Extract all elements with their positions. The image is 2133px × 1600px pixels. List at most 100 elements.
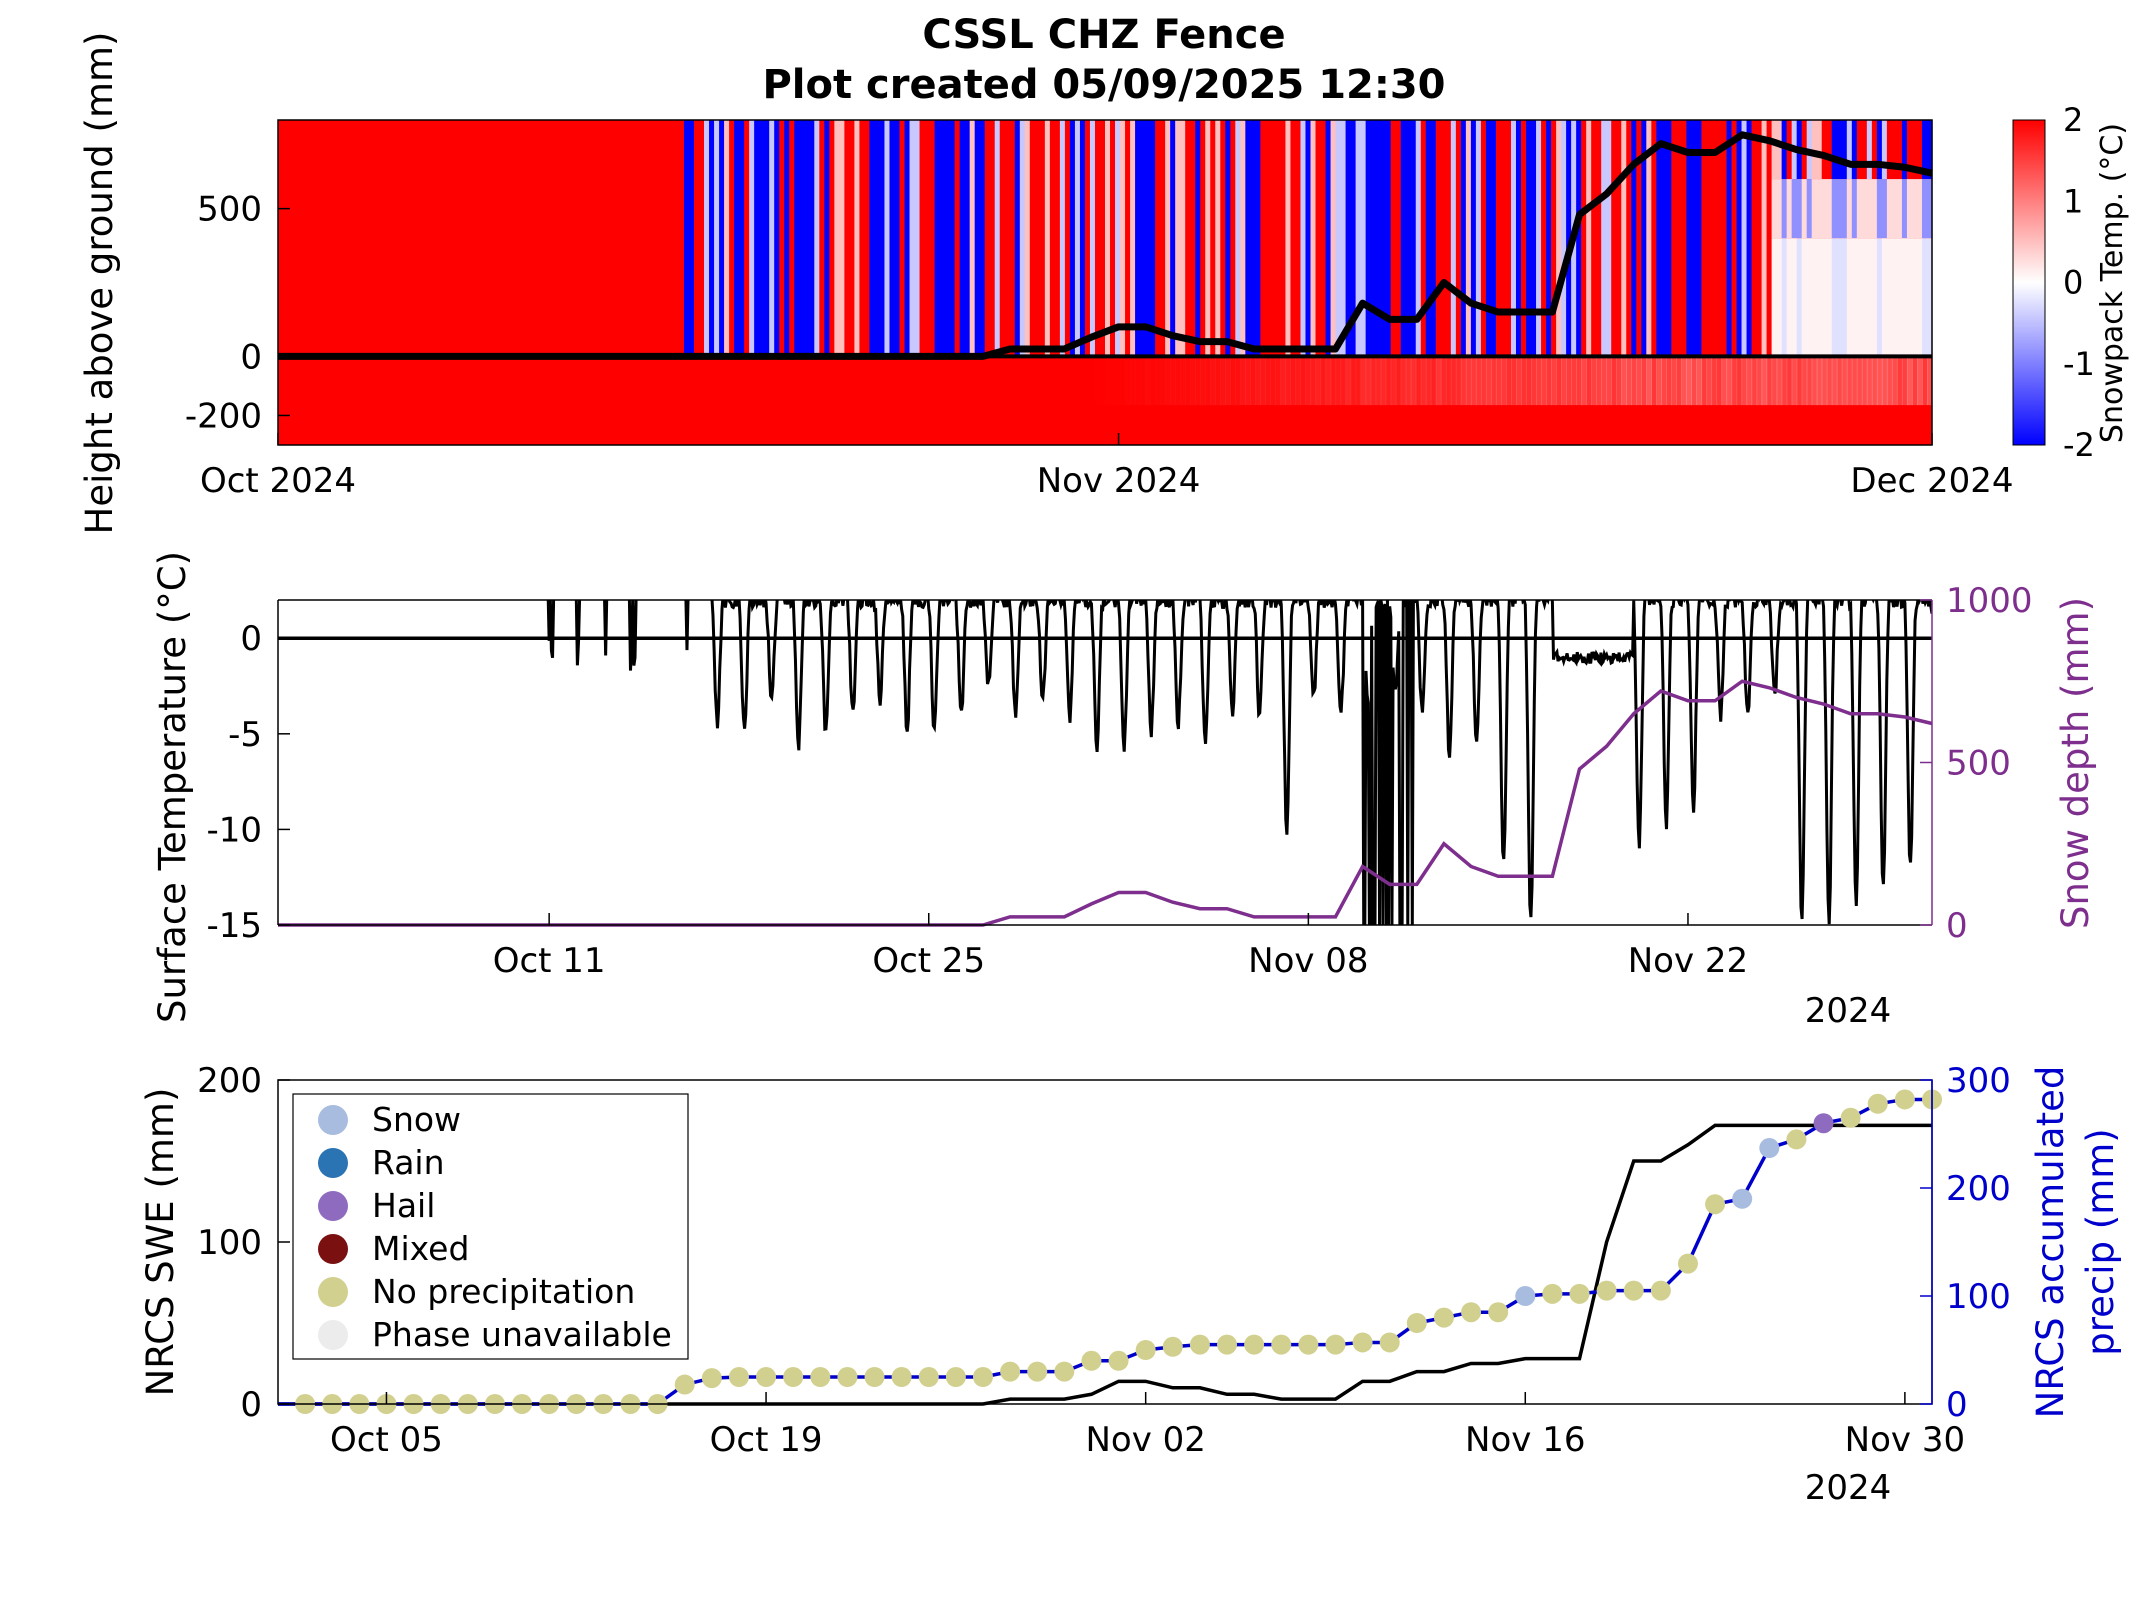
heatmap-cell	[1696, 120, 1703, 357]
heatmap-cell	[1100, 356, 1106, 405]
heatmap-cell	[1676, 120, 1682, 357]
x-tick-label: Nov 02	[1085, 1420, 1205, 1460]
heatmap-cell	[954, 120, 961, 357]
heatmap-cell	[1089, 120, 1096, 357]
heatmap-cell	[764, 120, 770, 357]
heatmap-cell	[774, 120, 780, 357]
heatmap-cell	[1340, 120, 1347, 357]
heatmap-cell	[1876, 120, 1883, 180]
heatmap-cell	[1210, 120, 1216, 357]
precip-phase-point	[1189, 1334, 1210, 1355]
heatmap-cell	[729, 120, 735, 357]
precip-phase-point	[1461, 1302, 1482, 1323]
heatmap-cell	[1280, 120, 1287, 357]
heatmap-cell	[1485, 356, 1492, 406]
heatmap-cell	[1110, 356, 1116, 405]
heatmap-cell	[1646, 356, 1652, 406]
heatmap-cell	[1170, 120, 1176, 357]
heatmap-cell	[1606, 120, 1612, 357]
heatmap-cell	[1711, 120, 1718, 357]
heatmap-cell	[1926, 179, 1933, 239]
heatmap-cell	[904, 120, 911, 357]
heatmap-cell	[1135, 356, 1141, 405]
precip-phase-point	[1596, 1280, 1617, 1301]
heatmap-cell	[1150, 120, 1156, 357]
heatmap-cell	[1460, 356, 1467, 406]
heatmap-cell	[1781, 238, 1788, 357]
heatmap-cell	[1896, 179, 1903, 239]
heatmap-cell	[1566, 356, 1572, 406]
precip-phase-point	[1623, 1280, 1644, 1301]
heatmap-cell	[1826, 179, 1833, 239]
heatmap-cell	[1094, 120, 1101, 357]
heatmap-cell	[1926, 120, 1933, 180]
heatmap-cell	[1796, 356, 1803, 406]
heatmap-cell	[1561, 120, 1567, 357]
precip-phase-point	[1135, 1340, 1156, 1360]
heatmap-cell	[1821, 179, 1828, 239]
year-label: 2024	[1805, 1468, 1892, 1508]
heatmap-cell	[1771, 179, 1778, 239]
precip-phase-point	[1217, 1334, 1238, 1355]
heatmap-cell	[1626, 120, 1632, 357]
heatmap-cell	[1551, 120, 1557, 357]
heatmap-cell	[1190, 356, 1196, 406]
heatmap-cell	[1711, 356, 1718, 406]
heatmap-cell	[839, 120, 845, 357]
legend-label: Mixed	[372, 1229, 469, 1268]
y2-axis-label-line2: precip (mm)	[2079, 1128, 2122, 1355]
heatmap-cell	[1816, 120, 1823, 180]
heatmap-cell	[1636, 356, 1642, 406]
y2-axis-label: Snow depth (mm)	[2054, 597, 2097, 929]
precip-phase-point	[1867, 1093, 1888, 1114]
colorbar-label: Snowpack Temp. (°C)	[2095, 123, 2130, 443]
heatmap-cell	[1270, 356, 1277, 406]
heatmap-cell	[1841, 356, 1848, 406]
y2-tick-label: 200	[1946, 1169, 2011, 1209]
heatmap-cell	[1566, 120, 1572, 357]
heatmap-cell	[1846, 238, 1853, 357]
x-tick-label: Nov 08	[1248, 941, 1368, 981]
heatmap-cell	[1716, 356, 1723, 406]
heatmap-cell	[1160, 356, 1166, 405]
heatmap-cell	[1906, 238, 1913, 357]
legend-marker	[318, 1320, 348, 1350]
heatmap-cell	[1395, 356, 1402, 406]
heatmap-cell	[1706, 356, 1713, 406]
heatmap-cell	[1360, 356, 1367, 406]
heatmap-cell	[1576, 356, 1582, 406]
heatmap-cell	[1495, 356, 1502, 406]
heatmap-cell	[1691, 120, 1698, 357]
heatmap-cell	[1701, 356, 1708, 406]
heatmap-cell	[1901, 120, 1908, 180]
heatmap-cell	[1826, 120, 1833, 180]
heatmap-cell	[1751, 356, 1758, 406]
heatmap-cell	[1661, 356, 1667, 406]
precip-phase-point	[1840, 1107, 1861, 1128]
heatmap-cell	[1074, 120, 1081, 357]
heatmap-cell	[1856, 238, 1863, 357]
heatmap-cell	[1601, 356, 1607, 406]
heatmap-cell	[1861, 120, 1868, 180]
heatmap-cell	[779, 120, 785, 357]
heatmap-cell	[804, 120, 810, 357]
heatmap-cell	[1190, 120, 1196, 357]
heatmap-cell	[1821, 238, 1828, 357]
y-tick-label: 0	[240, 1385, 262, 1425]
heatmap-cell	[1140, 356, 1146, 405]
heatmap-cell	[1861, 179, 1868, 239]
heatmap-cell	[1049, 120, 1056, 357]
heatmap-cell	[1881, 120, 1888, 180]
heatmap-cell	[1786, 356, 1793, 406]
heatmap-cell	[999, 120, 1006, 357]
heatmap-cell	[834, 120, 840, 357]
colorbar-tick-label: 0	[2063, 264, 2083, 302]
heatmap-cell	[1235, 120, 1241, 357]
heatmap-cell	[1771, 120, 1778, 180]
heatmap-cell	[934, 120, 941, 357]
heatmap-cell	[1896, 120, 1903, 180]
heatmap-cell	[1871, 179, 1878, 239]
heatmap-cell	[1014, 120, 1021, 357]
heatmap-cell	[1505, 120, 1512, 357]
heatmap-cell	[1245, 356, 1251, 406]
